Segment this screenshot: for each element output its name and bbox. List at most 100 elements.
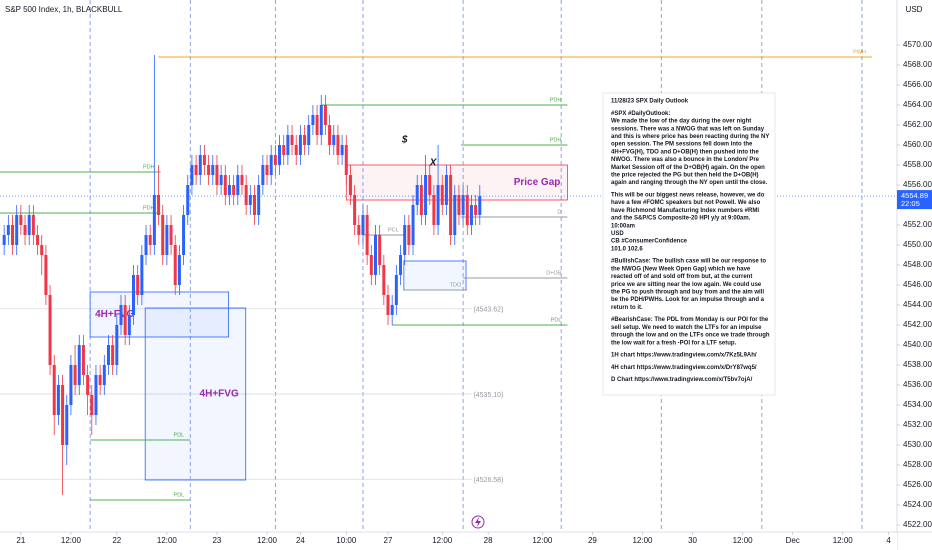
candle-body [186, 185, 190, 215]
note-line: have a few #FOMC speakers but not Powell… [611, 200, 761, 206]
last-price-label: 4554.89 [901, 191, 928, 200]
level-label: PDH [550, 137, 562, 143]
y-tick-label: 4564.00 [903, 100, 932, 109]
candle-body [127, 315, 131, 335]
x-tick-label: 29 [588, 536, 597, 545]
price-line-label: (4535.10) [473, 392, 503, 399]
candle-body [449, 175, 453, 235]
candle-body [198, 155, 202, 175]
candle-body [98, 375, 102, 385]
y-tick-label: 4560.00 [903, 140, 932, 149]
y-tick-label: 4570.00 [903, 40, 932, 49]
zone-box [403, 260, 467, 291]
note-line: again and ranging through the NY open un… [611, 180, 768, 186]
x-tick-label: 22 [112, 536, 121, 545]
candle-body [440, 185, 444, 205]
x-tick-label: 12:00 [61, 536, 82, 545]
candle-body [31, 215, 35, 235]
y-tick-label: 4536.00 [903, 380, 932, 389]
candle-body [136, 275, 140, 295]
note-line: CB #ConsumerConfidence [611, 239, 688, 245]
candle-body [403, 225, 407, 255]
candle-body [115, 325, 119, 365]
candle-body [257, 185, 261, 215]
candle-body [457, 195, 461, 215]
candle-body [23, 225, 27, 235]
x-tick-label: 12:00 [257, 536, 278, 545]
candle-body [40, 245, 44, 255]
candle-body [56, 385, 60, 415]
candle-body [273, 155, 277, 165]
candle-body [415, 185, 419, 205]
candle-body [303, 135, 307, 145]
y-tick-label: 4548.00 [903, 260, 932, 269]
x-tick-label: Dec [786, 536, 800, 545]
x-tick-label: 4 [886, 536, 891, 545]
candle-body [202, 155, 206, 165]
candle-body [278, 145, 282, 165]
x-tick-label: 24 [296, 536, 305, 545]
event-icon[interactable] [471, 515, 485, 529]
x-tick-label: 21 [16, 536, 25, 545]
candle-body [461, 195, 465, 215]
y-tick-label: 4530.00 [903, 440, 932, 449]
y-tick-label: 4534.00 [903, 400, 932, 409]
level-label: D [557, 209, 561, 215]
last-price-badge [897, 190, 932, 210]
candle-body [119, 305, 123, 325]
note-line: the NWOG (New Week Open Gap) which we ha… [611, 266, 751, 272]
candle-body [211, 165, 215, 175]
candle-body [323, 105, 327, 125]
candle-body [298, 135, 302, 155]
y-tick-label: 4532.00 [903, 420, 932, 429]
candle-body [332, 135, 336, 145]
note-line: the price rejected the PG but then held … [611, 172, 759, 178]
candle-body [265, 165, 269, 175]
candle-body [36, 235, 40, 245]
x-tick-label: 12:00 [157, 536, 178, 545]
candle-body [106, 345, 110, 365]
candle-body [86, 375, 90, 395]
x-tick-label: 12:00 [432, 536, 453, 545]
candle-body [290, 135, 294, 145]
y-tick-label: 4542.00 [903, 320, 932, 329]
note-line: 1H chart https://www.tradingview.com/x/7… [611, 353, 757, 359]
candle-body [269, 155, 273, 175]
note-line: 11/28/23 SPX Daily Outlook [611, 99, 689, 105]
candle-body [177, 255, 181, 285]
note-line: return to it. [611, 305, 643, 311]
y-tick-label: 4538.00 [903, 360, 932, 369]
x-tick-label: 23 [212, 536, 221, 545]
candle-body [357, 225, 361, 235]
candle-body [69, 365, 73, 405]
candle-body [386, 295, 390, 315]
candle-body [90, 395, 94, 415]
note-line: Market Session off of the D+OB(H) again.… [611, 165, 765, 171]
event-icon-bolt[interactable] [475, 517, 481, 527]
note-line: NWOG. There was also a bounce in the Lon… [611, 157, 760, 163]
candle-body [432, 195, 436, 225]
x-tick-label: 12:00 [532, 536, 553, 545]
x-tick-label: 12:00 [733, 536, 754, 545]
candle-body [336, 135, 340, 155]
candle-body [378, 235, 382, 265]
candle-body [52, 365, 56, 415]
zone-label: Price Gap [514, 177, 561, 188]
candle-body [44, 255, 48, 295]
candle-body [344, 145, 348, 175]
note-line: the PG to push through and buy from and … [611, 289, 764, 295]
y-tick-label: 4552.00 [903, 220, 932, 229]
candle-body [311, 115, 315, 125]
plot-area: (4543.62) (4535.10) (4526.58) 4H+FVG 4H+FVG P… [0, 0, 897, 532]
candle-body [286, 135, 290, 155]
level-label: D+OB [546, 270, 561, 276]
candle-body [361, 215, 365, 235]
note-line: 10:00am [611, 223, 635, 229]
candle-body [148, 235, 152, 245]
y-tick-label: 4528.00 [903, 460, 932, 469]
note-line: #SPX #DailyOutlook: [611, 111, 670, 117]
candle-body [11, 225, 15, 245]
candle-body [77, 345, 81, 385]
note-line: We made the low of the day during the ov… [611, 119, 751, 125]
candle-body [453, 195, 457, 235]
